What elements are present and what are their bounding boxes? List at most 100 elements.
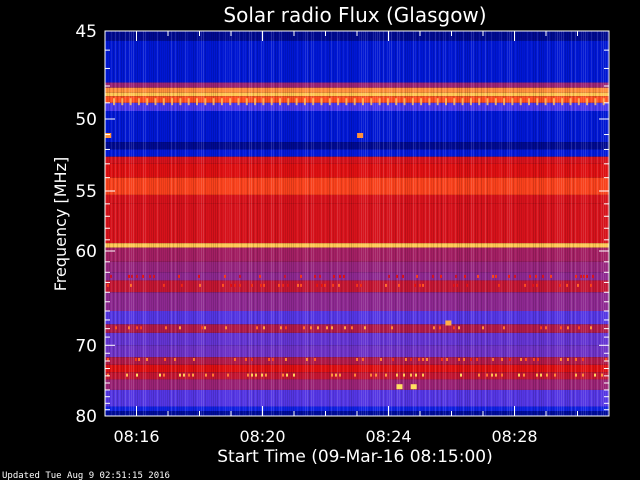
speckle [370, 373, 372, 377]
speckle [136, 326, 138, 330]
texture-streak [121, 31, 122, 416]
speckle [131, 274, 133, 278]
speckle [546, 373, 548, 377]
texture-streak [151, 31, 152, 416]
spectrum-band [105, 272, 609, 281]
texture-streak [171, 31, 172, 416]
texture-streak [471, 31, 472, 416]
speckle [414, 283, 416, 287]
speckle [282, 283, 284, 287]
texture-streak [281, 31, 282, 416]
texture-streak [547, 31, 548, 416]
speckle [130, 283, 132, 287]
speckle [263, 326, 265, 330]
speckle [491, 373, 493, 377]
speckle [136, 274, 138, 278]
y-tick-label: 50 [75, 110, 97, 130]
texture-streak [273, 31, 274, 416]
periodic-mark [411, 98, 414, 106]
speckle [247, 373, 249, 377]
speckle [402, 274, 404, 278]
spectrum-band [105, 40, 609, 83]
periodic-mark [386, 98, 389, 106]
periodic-mark [237, 98, 240, 106]
texture-streak [525, 31, 526, 416]
texture-streak [431, 31, 432, 416]
texture-streak [203, 31, 204, 416]
texture-streak [393, 31, 394, 416]
texture-streak [221, 31, 222, 416]
speckle [163, 373, 165, 377]
speckle [201, 326, 203, 330]
texture-streak [305, 31, 306, 416]
speckle [446, 358, 448, 361]
texture-streak [373, 31, 374, 416]
texture-streak [191, 31, 192, 416]
texture-streak [581, 31, 582, 416]
speckle [453, 283, 455, 287]
spectrum-band [105, 163, 609, 178]
speckle [590, 326, 592, 330]
texture-streak [487, 31, 488, 416]
periodic-mark [312, 98, 315, 106]
texture-streak [589, 31, 590, 416]
speckle [234, 283, 236, 287]
speckle [351, 326, 353, 330]
speckle [594, 373, 596, 377]
texture-streak [565, 31, 566, 416]
texture-streak [143, 31, 144, 416]
periodic-mark [171, 98, 174, 106]
speckle [107, 283, 109, 287]
speckle [321, 283, 323, 287]
speckle [360, 283, 362, 287]
speckle [333, 274, 335, 278]
texture-streak [505, 31, 506, 416]
speckle [415, 373, 417, 377]
x-tick-label: 08:24 [365, 427, 411, 446]
speckle [575, 274, 577, 278]
speckle [303, 326, 305, 330]
spectrum-band [105, 332, 609, 346]
speckle [422, 283, 424, 287]
texture-streak [545, 31, 546, 416]
periodic-mark [353, 98, 356, 106]
periodic-mark [254, 98, 257, 106]
speckle [501, 373, 503, 377]
periodic-mark [478, 98, 481, 106]
periodic-mark [494, 98, 497, 106]
texture-streak [429, 31, 430, 416]
texture-streak [379, 31, 380, 416]
texture-streak [391, 31, 392, 416]
periodic-mark [420, 98, 423, 106]
speckle [524, 283, 526, 287]
speckle [508, 274, 510, 278]
burst-features [105, 133, 452, 390]
texture-streak [285, 31, 286, 416]
speckle [326, 326, 328, 330]
speckle [140, 326, 142, 330]
periodic-mark [436, 98, 439, 106]
texture-streak [499, 31, 500, 416]
speckle [332, 283, 334, 287]
texture-streak [355, 31, 356, 416]
texture-streak [251, 31, 252, 416]
texture-streak [387, 31, 388, 416]
speckle [272, 358, 274, 361]
texture-streak [513, 31, 514, 416]
speckle [192, 373, 194, 377]
speckle [316, 283, 318, 287]
periodic-mark [295, 98, 298, 106]
texture-streak [153, 31, 154, 416]
texture-streak [463, 31, 464, 416]
speckle [482, 326, 484, 330]
texture-streak [553, 31, 554, 416]
spectrum-bands [105, 31, 609, 416]
texture-streak [579, 31, 580, 416]
texture-streak [213, 31, 214, 416]
periodic-mark [179, 98, 182, 106]
texture-streak [351, 31, 352, 416]
texture-streak [169, 31, 170, 416]
spectrum-band [105, 311, 609, 325]
texture-streak [229, 31, 230, 416]
